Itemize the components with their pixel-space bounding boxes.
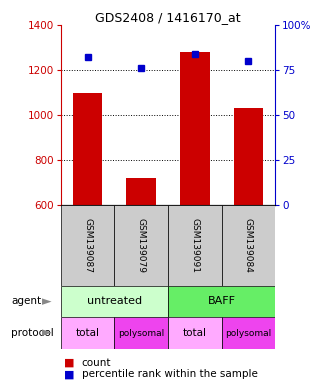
Title: GDS2408 / 1416170_at: GDS2408 / 1416170_at: [95, 11, 241, 24]
Text: agent: agent: [11, 296, 41, 306]
Bar: [168, 205, 221, 286]
Text: total: total: [183, 328, 207, 338]
Bar: [168, 317, 221, 349]
Bar: [234, 108, 263, 205]
Bar: [114, 317, 168, 349]
Bar: [73, 93, 102, 205]
Text: BAFF: BAFF: [208, 296, 236, 306]
Text: protocol: protocol: [11, 328, 54, 338]
Bar: [61, 317, 114, 349]
Bar: [221, 317, 275, 349]
Text: ►: ►: [42, 295, 51, 308]
Text: polysomal: polysomal: [225, 329, 272, 338]
Text: ►: ►: [42, 327, 51, 339]
Text: ■: ■: [64, 358, 75, 368]
Text: GSM139087: GSM139087: [83, 218, 92, 273]
Text: GSM139091: GSM139091: [190, 218, 199, 273]
Text: count: count: [82, 358, 111, 368]
Bar: [221, 205, 275, 286]
Bar: [114, 205, 168, 286]
Bar: [168, 286, 275, 317]
Text: polysomal: polysomal: [118, 329, 164, 338]
Text: GSM139084: GSM139084: [244, 218, 253, 273]
Bar: [180, 52, 210, 205]
Text: untreated: untreated: [87, 296, 142, 306]
Text: GSM139079: GSM139079: [137, 218, 146, 273]
Text: percentile rank within the sample: percentile rank within the sample: [82, 369, 258, 379]
Bar: [61, 286, 168, 317]
Text: total: total: [76, 328, 100, 338]
Text: ■: ■: [64, 369, 75, 379]
Bar: [126, 178, 156, 205]
Bar: [61, 205, 114, 286]
